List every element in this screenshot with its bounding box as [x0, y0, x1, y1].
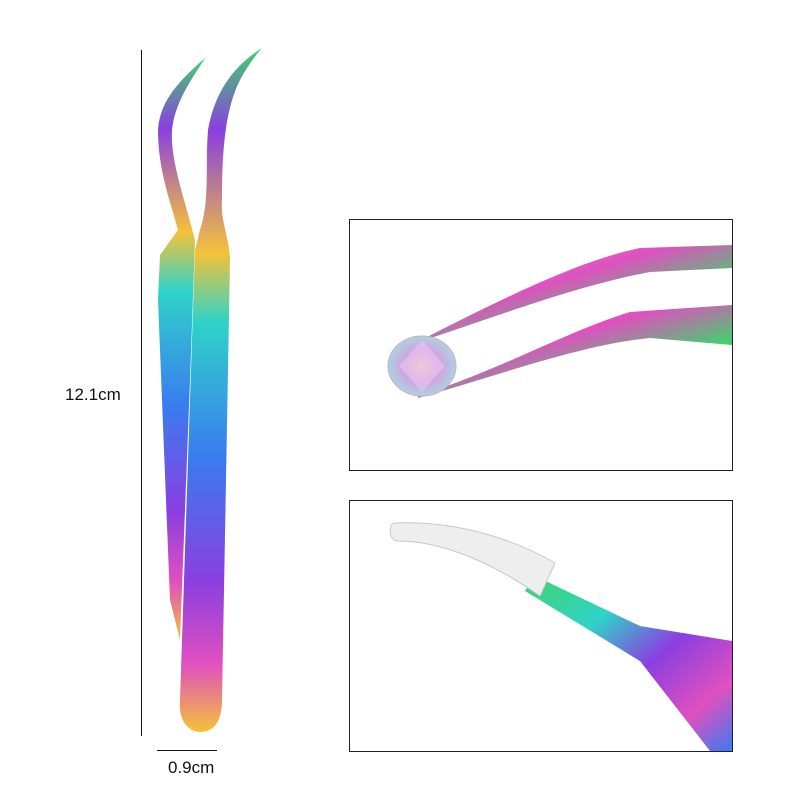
- detail-panel-cap: [349, 500, 733, 752]
- length-label: 12.1cm: [65, 385, 121, 404]
- width-dimension-line: [157, 750, 217, 751]
- tweezers-holding-rhinestone-image: [387, 245, 732, 398]
- tweezers-tip-with-cap-image: [389, 522, 732, 751]
- detail-panel-rhinestone: [349, 219, 733, 471]
- width-label: 0.9cm: [168, 758, 215, 777]
- length-dimension-line: [141, 50, 142, 736]
